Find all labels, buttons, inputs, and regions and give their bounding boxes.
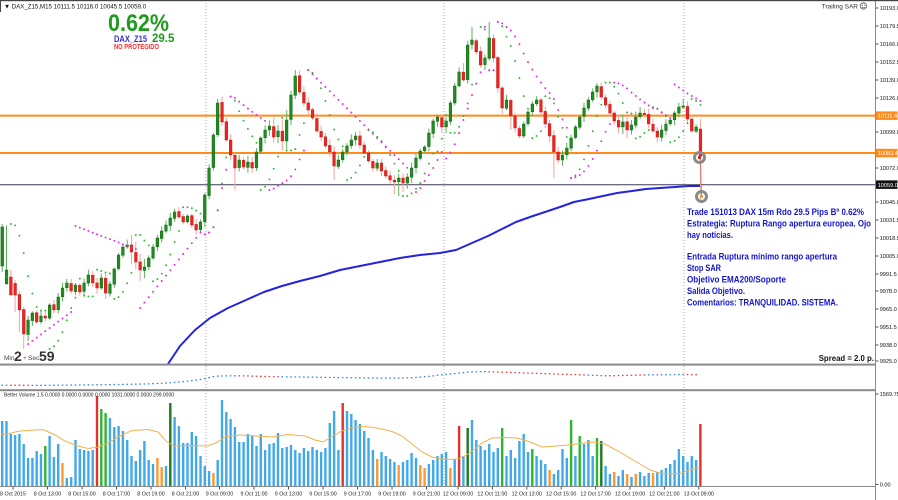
svg-text:Entrada Ruptura mínimo rango a: Entrada Ruptura mínimo rango apertura <box>687 252 838 263</box>
svg-text:59: 59 <box>39 348 55 364</box>
svg-text:8 Oct 21:00: 8 Oct 21:00 <box>172 492 199 498</box>
svg-text:12 Oct 17:00: 12 Oct 17:00 <box>580 492 610 498</box>
svg-text:9 Oct 15:00: 9 Oct 15:00 <box>309 492 336 498</box>
svg-text:Trade 151013 DAX 15m Rdo 29.5: Trade 151013 DAX 15m Rdo 29.5 Pips Bº 0.… <box>687 207 864 218</box>
svg-text:NO PROTEGIDO: NO PROTEGIDO <box>114 42 159 51</box>
svg-text:9 Oct 21:00: 9 Oct 21:00 <box>413 492 440 498</box>
svg-text:8 Oct 13:00: 8 Oct 13:00 <box>34 492 61 498</box>
svg-text:10099.0: 10099.0 <box>880 130 898 136</box>
svg-text:8 Oct 17:00: 8 Oct 17:00 <box>103 492 130 498</box>
svg-text:Better Volume 1.5 0.0000 0.000: Better Volume 1.5 0.0000 0.0000 0.0000 0… <box>4 393 174 399</box>
svg-text:10126.0: 10126.0 <box>880 96 898 102</box>
svg-text:10193.0: 10193.0 <box>880 6 898 12</box>
svg-text:2: 2 <box>14 348 22 364</box>
svg-text:Objetivo EMA200/Soporte: Objetivo EMA200/Soporte <box>687 275 786 286</box>
svg-text:10083.4: 10083.4 <box>878 151 898 157</box>
svg-text:9991.5: 9991.5 <box>880 272 897 278</box>
svg-text:12 Oct 11:00: 12 Oct 11:00 <box>477 492 507 498</box>
svg-text:9 Oct 19:00: 9 Oct 19:00 <box>378 492 405 498</box>
svg-text:10045.0: 10045.0 <box>880 200 898 206</box>
svg-text:8 Oct 2015: 8 Oct 2015 <box>0 492 26 498</box>
svg-text:▼ DAX_Z15,M15 10111.5 10116.0: ▼ DAX_Z15,M15 10111.5 10116.0 10045.5 10… <box>4 4 146 11</box>
svg-text:Min: Min <box>4 355 15 362</box>
svg-text:Trailing SAR: Trailing SAR <box>822 4 859 11</box>
svg-text:0.00: 0.00 <box>880 483 891 489</box>
svg-text:29.5: 29.5 <box>152 33 175 45</box>
svg-text:13 Oct 09:00: 13 Oct 09:00 <box>684 492 714 498</box>
svg-text:12 Oct 15:00: 12 Oct 15:00 <box>546 492 576 498</box>
svg-text:9 Oct 17:00: 9 Oct 17:00 <box>344 492 371 498</box>
svg-text:Salida Objetivo.: Salida Objetivo. <box>687 286 745 297</box>
svg-text:10152.5: 10152.5 <box>880 60 898 66</box>
svg-text:10031.5: 10031.5 <box>880 218 898 224</box>
svg-text:Sec: Sec <box>28 355 40 362</box>
svg-text:12 Oct 21:00: 12 Oct 21:00 <box>649 492 679 498</box>
svg-text:10005.0: 10005.0 <box>880 254 898 260</box>
svg-text:+: + <box>23 355 27 362</box>
svg-text:9951.5: 9951.5 <box>880 325 897 331</box>
svg-text:Stop SAR: Stop SAR <box>687 263 721 274</box>
svg-text:10018.5: 10018.5 <box>880 236 898 242</box>
svg-text:10072.0: 10072.0 <box>880 166 898 172</box>
svg-text:9965.0: 9965.0 <box>880 307 897 313</box>
svg-text:10166.0: 10166.0 <box>880 42 898 48</box>
svg-text:10111.4: 10111.4 <box>878 114 897 120</box>
svg-text:Comentarios: TRANQUILIDAD. SIS: Comentarios: TRANQUILIDAD. SISTEMA. <box>687 298 838 309</box>
svg-text:10059.0: 10059.0 <box>878 183 898 189</box>
svg-text:8 Oct 19:00: 8 Oct 19:00 <box>137 492 164 498</box>
svg-text:9 Oct 11:00: 9 Oct 11:00 <box>241 492 268 498</box>
svg-text:0.62%: 0.62% <box>108 10 169 37</box>
svg-text:9 Oct 13:00: 9 Oct 13:00 <box>275 492 302 498</box>
svg-text:Estrategia: Ruptura Rango aper: Estrategia: Ruptura Rango apertura europ… <box>687 219 871 230</box>
svg-text:10139.0: 10139.0 <box>880 78 898 84</box>
svg-text:10179.5: 10179.5 <box>880 24 898 30</box>
svg-text:12 Oct 13:00: 12 Oct 13:00 <box>512 492 542 498</box>
svg-text:Spread = 2.0 p.: Spread = 2.0 p. <box>819 354 874 363</box>
svg-text:9938.0: 9938.0 <box>880 343 897 349</box>
svg-text:9925.0: 9925.0 <box>880 359 897 365</box>
svg-text:hay noticias.: hay noticias. <box>687 230 733 241</box>
svg-text:9978.0: 9978.0 <box>880 289 897 295</box>
svg-text:9 Oct 09:00: 9 Oct 09:00 <box>206 492 233 498</box>
svg-text:1569.75: 1569.75 <box>880 392 898 398</box>
svg-text:12 Oct 19:00: 12 Oct 19:00 <box>615 492 645 498</box>
svg-text:8 Oct 15:00: 8 Oct 15:00 <box>68 492 95 498</box>
svg-text:DAX_Z15: DAX_Z15 <box>114 34 147 44</box>
svg-text:12 Oct 09:00: 12 Oct 09:00 <box>443 492 473 498</box>
